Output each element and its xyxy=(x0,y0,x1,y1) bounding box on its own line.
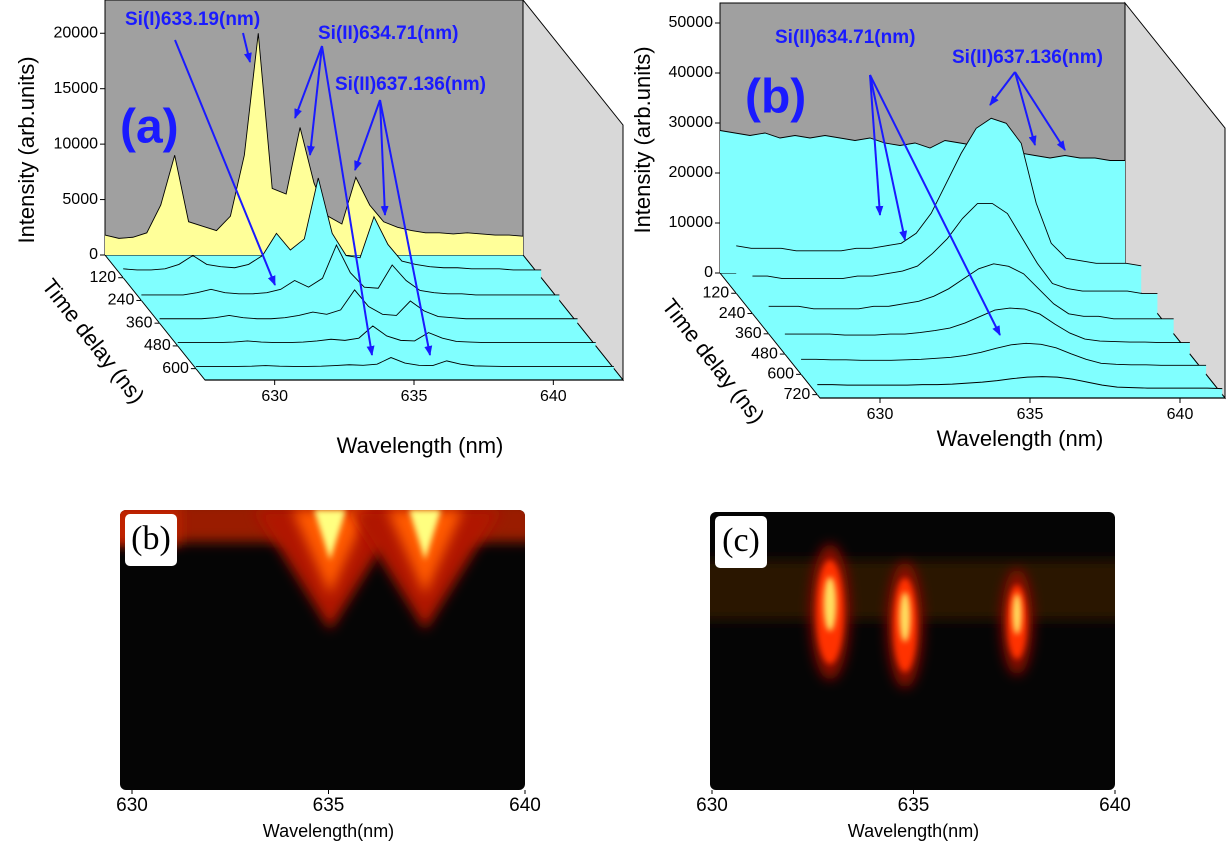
arrow xyxy=(1014,71,1037,146)
arrow xyxy=(294,45,323,119)
trace-line xyxy=(801,342,1207,366)
trace-fill xyxy=(801,343,1207,375)
trace-line xyxy=(768,263,1174,320)
arrow xyxy=(307,45,323,156)
x-axis-label: Wavelength (nm) xyxy=(337,433,504,458)
z-tick-label: 480 xyxy=(144,337,171,354)
annotations: Si(I)633.19(nm) Si(II)634.71(nm) Si(II)6… xyxy=(125,9,1103,356)
trace-fill xyxy=(736,118,1142,294)
trace-line xyxy=(123,177,542,271)
x-axis-label: Wavelength(nm) xyxy=(263,821,394,841)
trace-fill xyxy=(817,376,1223,395)
z-tick-label: 360 xyxy=(126,314,153,331)
arrow xyxy=(869,74,908,241)
trace-line xyxy=(195,357,614,367)
z-tick-label: 480 xyxy=(751,345,778,362)
y-tick-label: 50000 xyxy=(669,14,714,31)
x-tick-label: 630 xyxy=(116,795,148,816)
x-tick-label: 640 xyxy=(1167,406,1194,423)
x-tick-label: 630 xyxy=(261,388,288,405)
z-tick-label: 120 xyxy=(703,284,730,301)
x-tick-label: 640 xyxy=(509,795,541,816)
x-tick-label: 640 xyxy=(540,388,567,405)
glow xyxy=(409,510,441,560)
z-tick-label: 240 xyxy=(719,305,746,322)
z-tick-label: 720 xyxy=(784,386,811,403)
arrow xyxy=(321,45,375,356)
x-tick-label: 635 xyxy=(401,388,428,405)
annotation: Si(I)633.19(nm) xyxy=(125,9,260,30)
x-tick-label: 635 xyxy=(313,795,345,816)
trace-line xyxy=(817,376,1223,390)
trace-line xyxy=(104,33,524,239)
glow xyxy=(823,577,837,631)
glow xyxy=(314,510,346,560)
z-tick-label: 360 xyxy=(735,325,762,342)
y-tick-label: 15000 xyxy=(54,80,99,97)
y-tick-label: 40000 xyxy=(669,64,714,81)
trace-line xyxy=(784,307,1190,344)
glow xyxy=(1012,593,1022,635)
y-tick-label: 0 xyxy=(89,246,98,263)
trace-fill xyxy=(784,308,1190,355)
annotation: Si(II)637.136(nm) xyxy=(335,74,486,95)
y-tick-label: 20000 xyxy=(54,24,99,41)
panel-label: (c) xyxy=(722,522,760,559)
trace-fill xyxy=(752,203,1158,314)
z-tick-label: 600 xyxy=(162,360,189,377)
x-axis-label: Wavelength(nm) xyxy=(848,821,979,841)
arrow xyxy=(989,71,1016,106)
arrow xyxy=(242,32,252,63)
trace-line xyxy=(159,289,578,320)
z-tick-label: 120 xyxy=(89,269,116,286)
panel-label: (b) xyxy=(131,520,171,557)
panel-label: (a) xyxy=(120,101,179,154)
arrow xyxy=(869,74,884,216)
x-tick-label: 635 xyxy=(1017,406,1044,423)
trace-line xyxy=(736,117,1142,267)
arrow xyxy=(1014,71,1066,151)
x-tick-label: 640 xyxy=(1099,795,1131,816)
x-axis-label: Wavelength (nm) xyxy=(937,426,1104,451)
arrow xyxy=(174,39,276,286)
y-tick-label: 5000 xyxy=(62,191,98,208)
glow xyxy=(899,592,911,642)
annotation: Si(II)637.136(nm) xyxy=(952,47,1103,68)
y-tick-label: 30000 xyxy=(669,114,714,131)
z-tick-label: 600 xyxy=(767,366,794,383)
arrow xyxy=(869,74,1001,336)
trace-fill xyxy=(159,289,578,324)
annotation: Si(II)634.71(nm) xyxy=(775,27,915,48)
x-tick-label: 630 xyxy=(867,406,894,423)
panel-label-box xyxy=(125,514,177,566)
trace-line xyxy=(752,203,1158,294)
panel-label: (b) xyxy=(745,71,806,124)
trace-line xyxy=(177,325,596,344)
arrow xyxy=(379,99,433,356)
trace-line xyxy=(719,130,1125,161)
z-tick-label: 240 xyxy=(108,292,135,309)
arrow xyxy=(354,99,381,171)
annotation: Si(II)634.71(nm) xyxy=(318,23,458,44)
plots: 0 5000 10000 15000 20000 120 240 360 480 600 630 63… xyxy=(14,0,1226,841)
y-tick-label: 0 xyxy=(704,264,713,281)
y-tick-label: 10000 xyxy=(54,135,99,152)
trace-fill xyxy=(195,357,614,369)
y-axis-label: Intensity (arb.units) xyxy=(14,56,39,243)
heatmap-image: (b) xyxy=(120,510,525,790)
y-tick-label: 10000 xyxy=(669,214,714,231)
panel-label-box xyxy=(715,516,767,568)
x-tick-label: 635 xyxy=(898,795,930,816)
y-tick-label: 20000 xyxy=(669,164,714,181)
heatmap-image: (c) xyxy=(710,512,1115,790)
y-axis-label: Intensity (arb.units) xyxy=(630,46,655,233)
trace-fill xyxy=(768,263,1174,334)
arrow xyxy=(379,99,389,216)
x-tick-label: 630 xyxy=(696,795,728,816)
trace-line xyxy=(141,243,560,296)
